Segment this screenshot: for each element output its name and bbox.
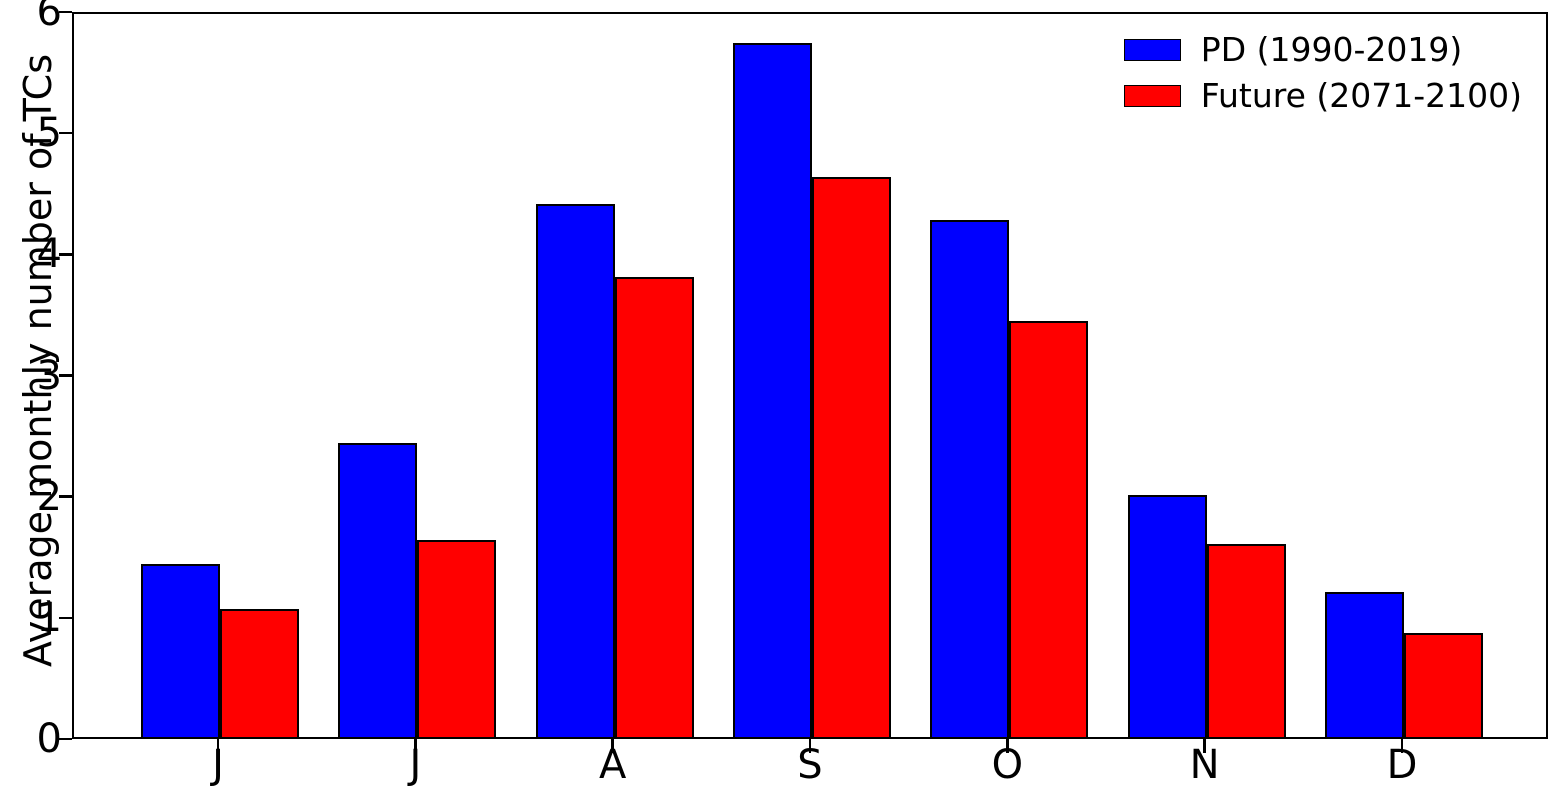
x-tick-label: J — [409, 742, 422, 788]
y-tick — [59, 374, 72, 377]
x-tick — [1203, 739, 1206, 753]
bar-pd-6 — [1325, 591, 1404, 737]
x-tick-label: J — [212, 742, 224, 788]
bar-pd-5 — [1127, 494, 1207, 737]
bar-future-4 — [1009, 321, 1089, 737]
legend-label-future: Future (2071-2100) — [1200, 76, 1522, 115]
x-tick-label: S — [797, 742, 823, 788]
bar-future-5 — [1206, 544, 1286, 737]
legend-swatch-pd — [1123, 39, 1181, 61]
plot-area: PD (1990-2019) Future (2071-2100) — [72, 12, 1548, 739]
legend: PD (1990-2019) Future (2071-2100) — [1123, 30, 1522, 116]
x-tick — [1006, 739, 1009, 753]
y-tick — [59, 737, 72, 741]
x-tick-label: N — [1189, 742, 1220, 788]
bar-future-1 — [417, 539, 497, 737]
y-tick — [59, 495, 72, 498]
legend-label-pd: PD (1990-2019) — [1200, 30, 1463, 69]
bar-future-2 — [614, 276, 694, 737]
y-tick-label: 3 — [36, 352, 62, 399]
bar-pd-0 — [141, 563, 220, 737]
x-tick-label: D — [1386, 742, 1418, 788]
bar-future-6 — [1403, 632, 1483, 737]
y-tick-label: 0 — [36, 716, 62, 762]
bar-pd-1 — [338, 442, 418, 737]
x-tick — [611, 739, 614, 753]
x-tick — [808, 739, 812, 753]
x-tick — [216, 739, 220, 753]
x-tick — [1400, 739, 1404, 753]
y-tick-label: 6 — [36, 0, 62, 35]
y-tick-label: 4 — [36, 231, 62, 278]
y-tick — [59, 131, 72, 135]
bar-pd-3 — [733, 42, 812, 737]
y-tick — [59, 10, 72, 14]
bar-future-3 — [812, 177, 891, 737]
y-tick-label: 2 — [36, 473, 62, 520]
x-tick-label: O — [991, 742, 1024, 788]
y-tick-label: 1 — [36, 594, 62, 641]
legend-entry-pd: PD (1990-2019) — [1123, 30, 1522, 70]
bar-pd-4 — [930, 219, 1010, 737]
x-tick — [414, 739, 417, 753]
bar-future-0 — [220, 608, 299, 737]
bar-pd-2 — [535, 203, 615, 737]
x-tick-label: A — [598, 742, 627, 788]
legend-swatch-future — [1123, 85, 1181, 107]
legend-entry-future: Future (2071-2100) — [1123, 76, 1522, 116]
y-tick — [59, 253, 72, 256]
y-tick — [59, 616, 72, 620]
y-tick-label: 5 — [36, 110, 62, 157]
